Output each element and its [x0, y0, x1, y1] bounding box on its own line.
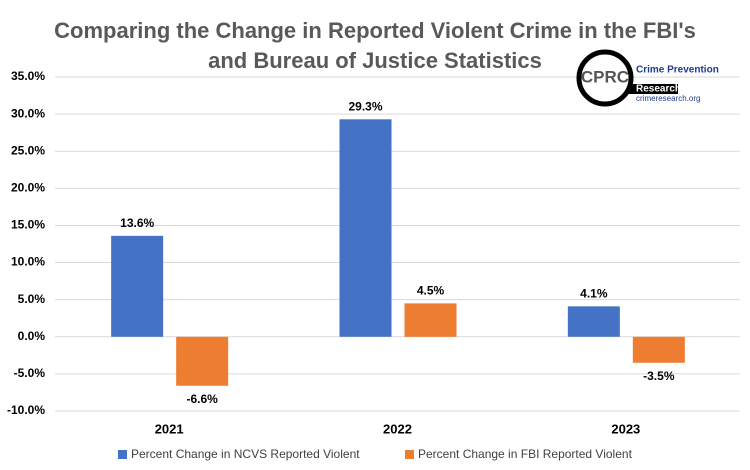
y-tick-label: 15.0% [11, 218, 45, 232]
data-label: 4.1% [580, 287, 608, 301]
chart-subtitle: and Bureau of Justice Statistics [208, 48, 542, 73]
y-tick-label: 20.0% [11, 181, 45, 195]
data-label: -3.5% [643, 369, 675, 383]
data-label: 13.6% [120, 216, 154, 230]
legend-label: Percent Change in FBI Reported Violent [418, 447, 633, 461]
bar [567, 306, 620, 337]
logo-line: Crime Prevention [636, 65, 719, 76]
y-tick-label: 30.0% [11, 106, 45, 120]
logo: CPRC Crime Prevention Research Center cr… [576, 49, 719, 107]
legend-swatch [118, 450, 127, 459]
x-tick-label: 2022 [383, 421, 412, 436]
logo-line: Research Center [636, 84, 716, 95]
data-label: -6.6% [186, 392, 218, 406]
x-tick-label: 2023 [611, 421, 640, 436]
y-tick-label: 5.0% [18, 292, 46, 306]
bar [111, 235, 164, 337]
logo-mark: CPRC [581, 67, 629, 86]
legend-swatch [405, 450, 414, 459]
y-tick-label: 35.0% [11, 69, 45, 83]
bar [339, 119, 392, 337]
logo-ring [576, 49, 634, 107]
y-tick-label: 0.0% [18, 329, 46, 343]
legend-label: Percent Change in NCVS Reported Violent [131, 447, 360, 461]
bar [404, 303, 457, 337]
data-label: 29.3% [348, 99, 382, 113]
data-label: 4.5% [417, 284, 445, 298]
logo-handle [628, 84, 678, 94]
bar [176, 336, 229, 386]
y-tick-label: 25.0% [11, 143, 45, 157]
chart-title: Comparing the Change in Reported Violent… [54, 18, 696, 43]
x-tick-label: 2021 [155, 421, 184, 436]
y-tick-label: 10.0% [11, 255, 45, 269]
bar [632, 336, 685, 363]
y-tick-label: -10.0% [7, 403, 45, 417]
y-tick-label: -5.0% [14, 366, 46, 380]
logo-url: crimeresearch.org [636, 94, 700, 103]
